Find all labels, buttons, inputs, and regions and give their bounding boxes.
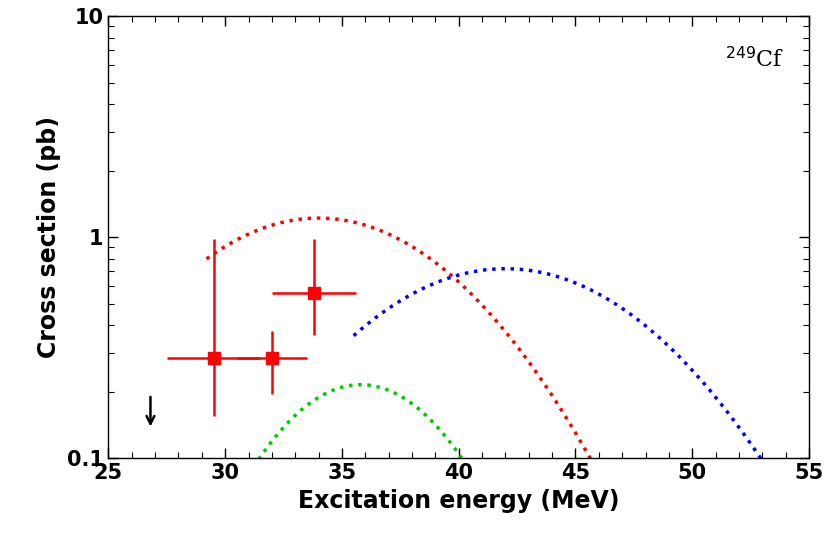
X-axis label: Excitation energy (MeV): Excitation energy (MeV) — [298, 488, 620, 513]
Text: $^{249}$Cf: $^{249}$Cf — [725, 47, 784, 72]
Y-axis label: Cross section (pb): Cross section (pb) — [38, 116, 61, 358]
